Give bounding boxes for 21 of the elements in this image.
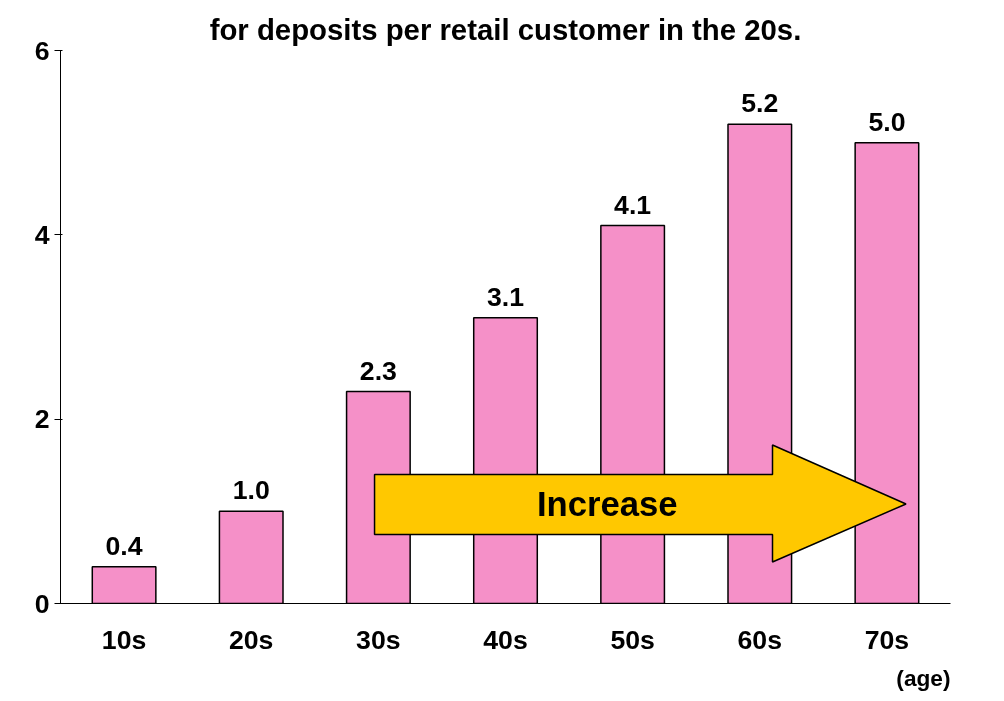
y-tick-label: 4 <box>34 219 50 250</box>
data-label: 5.0 <box>868 106 906 137</box>
data-label: 3.1 <box>486 281 525 312</box>
annotation: Increase <box>536 484 678 523</box>
data-label: 2.3 <box>359 355 397 386</box>
data-label: 5.2 <box>741 88 779 119</box>
data-label: 1.0 <box>232 475 270 506</box>
x-tick-label: 10s <box>101 624 147 655</box>
x-tick-label: 30s <box>356 624 401 655</box>
x-tick-label: 50s <box>610 624 655 655</box>
data-label: 0.4 <box>105 530 143 561</box>
x-tick-label: 20s <box>228 624 274 655</box>
y-tick-label: 6 <box>34 35 50 66</box>
y-tick-label: 2 <box>34 404 50 435</box>
chart-title: for deposits per retail customer in the 20s. <box>209 12 802 46</box>
data-label: 4.1 <box>614 189 652 220</box>
x-tick-label: 70s <box>864 624 910 655</box>
x-axis-title: (age) <box>896 664 951 691</box>
x-tick-label: 60s <box>737 624 783 655</box>
y-tick-label: 0 <box>34 588 50 619</box>
x-tick-label: 40s <box>483 624 528 655</box>
